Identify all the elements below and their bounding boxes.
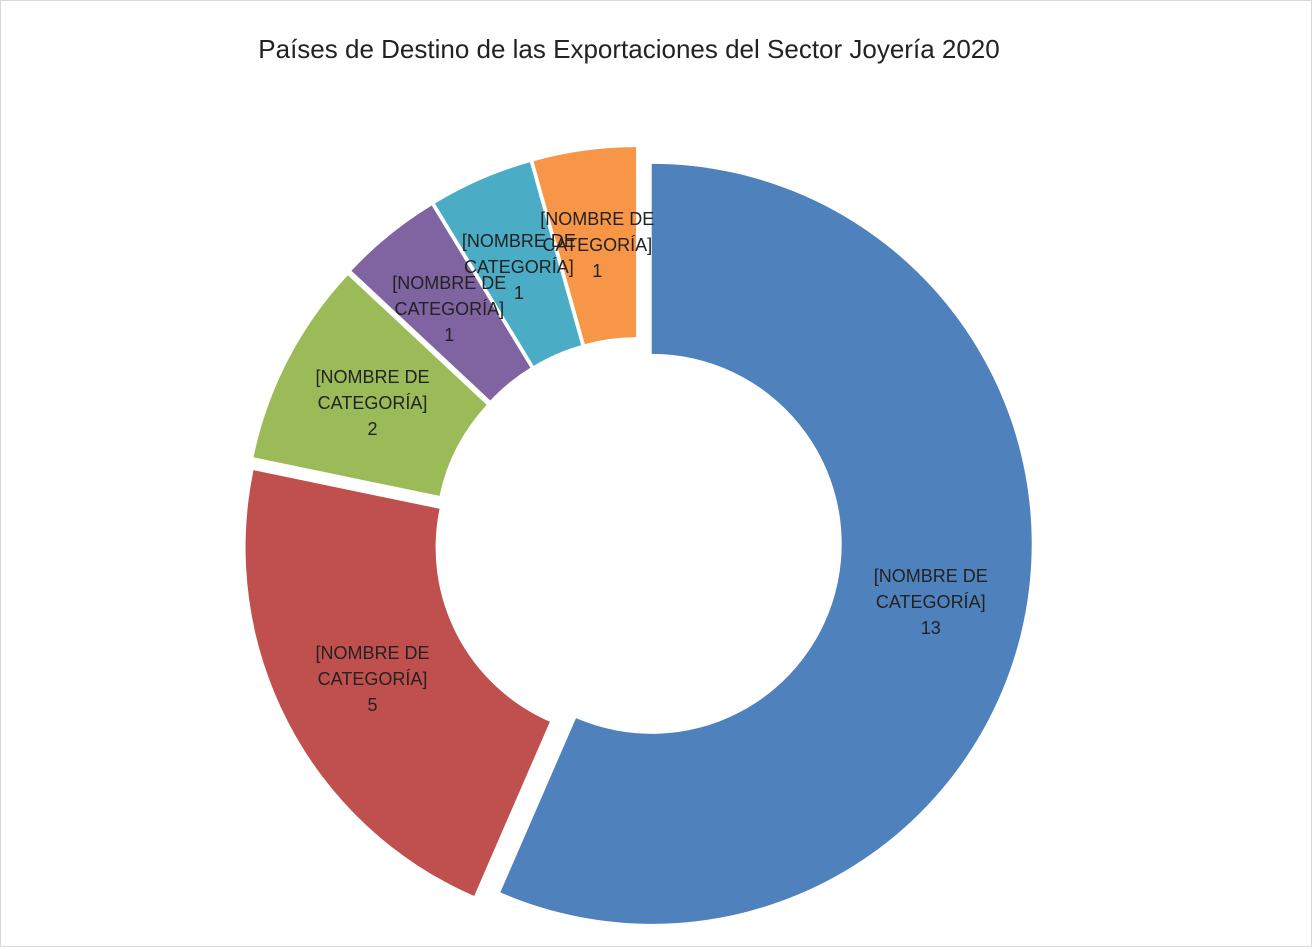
- data-label: [NOMBRE DE CATEGORÍA] 13: [865, 563, 997, 641]
- data-label: [NOMBRE DE CATEGORÍA] 5: [307, 640, 439, 718]
- value-label: 13: [920, 617, 941, 638]
- category-label: [NOMBRE DE CATEGORÍA]: [873, 565, 988, 612]
- category-label: [NOMBRE DE CATEGORÍA]: [461, 230, 576, 277]
- value-label: 1: [513, 282, 524, 303]
- category-label: [NOMBRE DE CATEGORÍA]: [315, 367, 430, 414]
- data-label: [NOMBRE DE CATEGORÍA] 1: [383, 270, 515, 348]
- donut-slice: [351, 205, 531, 401]
- donut-slice: [500, 163, 1032, 924]
- data-label: [NOMBRE DE CATEGORÍA] 2: [307, 364, 439, 442]
- value-label: 1: [444, 325, 455, 346]
- category-label: [NOMBRE DE CATEGORÍA]: [392, 273, 507, 320]
- value-label: 2: [367, 419, 378, 440]
- value-label: 5: [367, 694, 378, 715]
- donut-slice: [434, 162, 582, 366]
- donut-slice: [533, 147, 637, 345]
- data-label: [NOMBRE DE CATEGORÍA] 1: [453, 228, 585, 306]
- data-label: [NOMBRE DE CATEGORÍA] 1: [531, 206, 663, 284]
- donut-slice: [253, 275, 487, 496]
- donut-slice: [245, 470, 550, 896]
- category-label: [NOMBRE DE CATEGORÍA]: [315, 642, 430, 689]
- category-label: [NOMBRE DE CATEGORÍA]: [540, 208, 655, 255]
- chart-title: Países de Destino de las Exportaciones d…: [258, 34, 1000, 64]
- value-label: 1: [592, 260, 603, 281]
